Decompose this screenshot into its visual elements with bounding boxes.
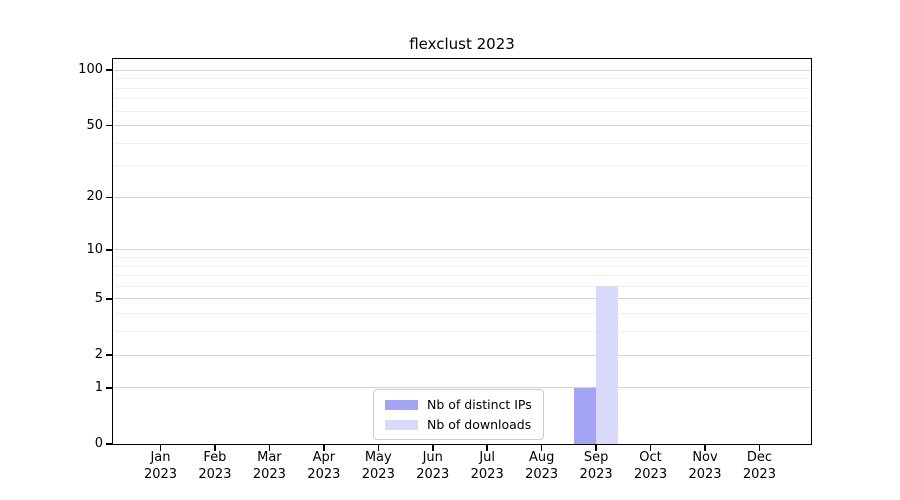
x-tick-mark xyxy=(540,445,543,451)
x-tick-label-year: 2023 xyxy=(470,466,504,482)
x-tick-label: Sep 2023 xyxy=(556,450,636,483)
y-tick-label: 1 xyxy=(94,379,103,395)
legend-swatch-downloads xyxy=(385,419,418,430)
x-tick-label-year: 2023 xyxy=(416,466,450,482)
x-tick-mark xyxy=(268,445,271,451)
x-tick-mark xyxy=(595,445,597,451)
x-tick-mark xyxy=(486,445,488,451)
x-tick-label-year: 2023 xyxy=(688,466,722,482)
gridline-minor xyxy=(114,313,810,315)
y-tick-mark xyxy=(106,387,113,389)
y-tick-mark xyxy=(106,298,113,300)
legend-label-downloads: Nb of downloads xyxy=(427,417,532,432)
legend-entry-distinct-ips: Nb of distinct IPs xyxy=(385,397,532,412)
gridline-major xyxy=(114,125,810,127)
x-tick-label: Dec 2023 xyxy=(719,450,799,483)
gridline-major xyxy=(114,298,810,300)
y-tick-label: 5 xyxy=(94,290,103,306)
x-tick-label: Nov 2023 xyxy=(665,450,745,483)
gridline-minor xyxy=(114,87,810,89)
gridline-minor xyxy=(114,165,810,167)
x-tick-mark xyxy=(432,445,434,451)
gridline-minor xyxy=(114,98,810,100)
x-tick-mark xyxy=(758,445,761,451)
gridline-major xyxy=(114,354,810,356)
y-tick-mark xyxy=(106,196,113,199)
x-tick-label: Apr 2023 xyxy=(284,450,364,483)
x-tick-mark xyxy=(649,445,652,451)
y-tick-label: 10 xyxy=(86,241,103,257)
x-tick-label-year: 2023 xyxy=(361,466,395,482)
gridline-minor xyxy=(114,257,810,258)
x-tick-mark xyxy=(214,445,216,451)
x-tick-label: Oct 2023 xyxy=(611,450,691,483)
y-tick-label: 50 xyxy=(86,117,103,133)
x-tick-label-year: 2023 xyxy=(307,466,341,482)
y-tick-mark xyxy=(106,69,113,71)
y-tick-label: 0 xyxy=(94,436,103,451)
gridline-minor xyxy=(114,78,810,80)
gridline-minor xyxy=(114,275,810,277)
x-tick-mark xyxy=(704,445,706,451)
x-tick-mark xyxy=(377,445,380,451)
legend-swatch-distinct-ips xyxy=(385,399,418,410)
chart-title: flexclust 2023 xyxy=(409,35,515,53)
y-tick-mark xyxy=(106,443,113,445)
y-tick-label: 20 xyxy=(86,189,103,205)
x-tick-label: May 2023 xyxy=(338,450,418,483)
gridline-minor xyxy=(114,265,810,267)
x-tick-label: Feb 2023 xyxy=(175,450,255,483)
x-tick-label-year: 2023 xyxy=(198,466,232,482)
x-tick-label: Aug 2023 xyxy=(502,450,582,483)
gridline-minor xyxy=(114,285,810,287)
legend-entry-downloads: Nb of downloads xyxy=(385,417,532,432)
y-tick-mark xyxy=(106,124,113,127)
y-tick-mark xyxy=(106,354,113,356)
gridline-major xyxy=(114,249,810,251)
x-tick-label-year: 2023 xyxy=(252,466,286,482)
gridline-minor xyxy=(114,110,810,112)
gridline-major xyxy=(114,69,810,71)
x-tick-mark xyxy=(159,445,162,451)
x-tick-label-year: 2023 xyxy=(634,466,668,482)
x-tick-mark xyxy=(323,445,325,451)
bar-nb-of-downloads-sep xyxy=(596,286,619,444)
gridline-major xyxy=(114,387,810,389)
legend-label-distinct-ips: Nb of distinct IPs xyxy=(427,397,532,412)
x-tick-label: Mar 2023 xyxy=(229,450,309,483)
gridline-minor xyxy=(114,331,810,333)
y-tick-label: 100 xyxy=(78,62,103,78)
x-tick-label-year: 2023 xyxy=(525,466,559,482)
bar-nb-of-distinct-ips-sep xyxy=(574,387,597,444)
y-tick-mark xyxy=(106,249,113,251)
gridline-minor xyxy=(114,142,810,144)
x-tick-label: Jan 2023 xyxy=(121,450,201,483)
x-tick-label-year: 2023 xyxy=(143,466,178,482)
gridline-major xyxy=(114,196,810,198)
x-tick-label-year: 2023 xyxy=(579,466,613,482)
x-tick-label-year: 2023 xyxy=(742,466,776,482)
x-tick-label: Jul 2023 xyxy=(447,450,527,483)
y-tick-label: 2 xyxy=(94,347,103,363)
legend: Nb of distinct IPs Nb of downloads xyxy=(373,389,544,440)
x-tick-label: Jun 2023 xyxy=(393,450,473,483)
